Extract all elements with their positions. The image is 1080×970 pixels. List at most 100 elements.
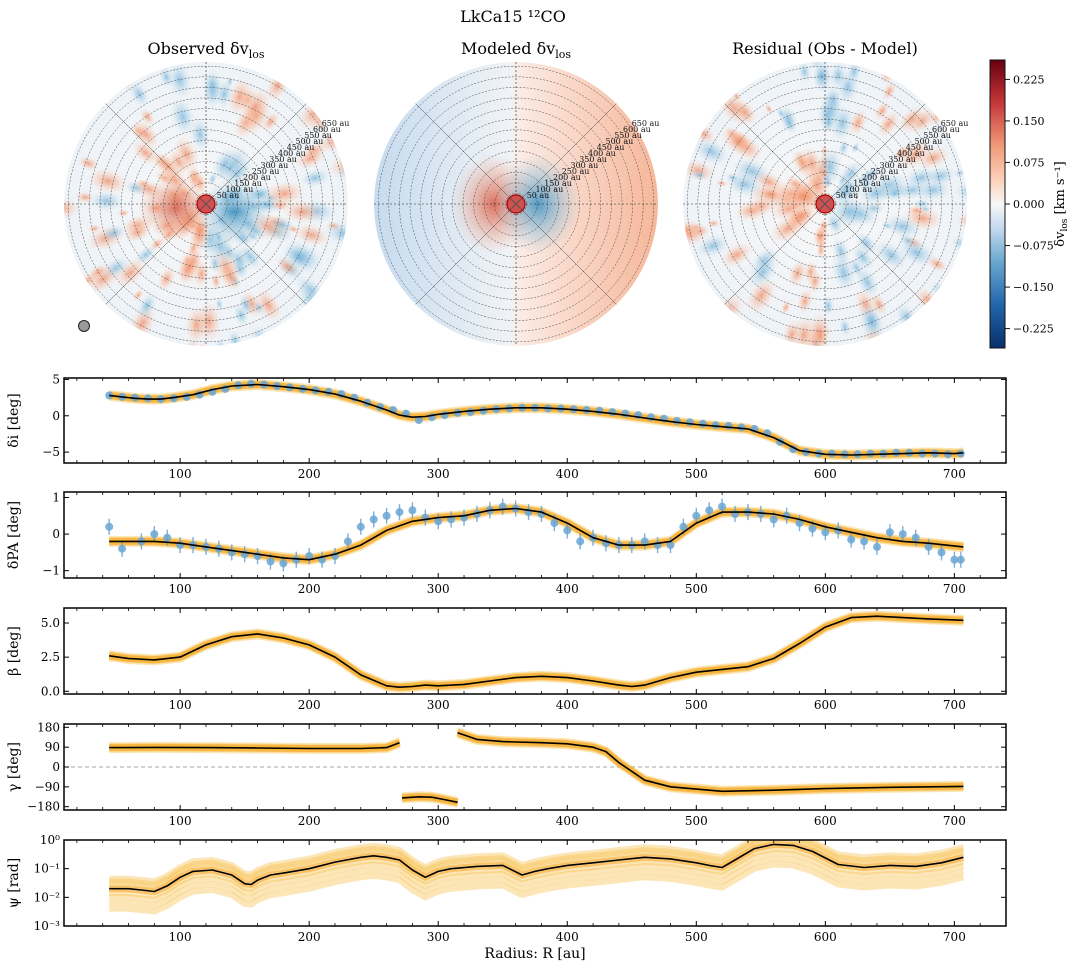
x-tick-label: 300 — [427, 930, 450, 944]
x-tick-label: 500 — [685, 814, 708, 828]
posterior-band — [108, 381, 964, 459]
median-line — [109, 615, 964, 688]
data-point — [408, 506, 417, 515]
panel-frame — [63, 839, 1007, 927]
y-tick-label: 0.0 — [41, 684, 60, 698]
data-point — [118, 544, 127, 553]
data-point — [885, 528, 894, 537]
x-tick-label: 500 — [685, 582, 708, 596]
x-tick-label: 400 — [556, 467, 579, 481]
profile-panel-3: 100 200 300 400 500 600 700 180 90 0 −90 −180 γ [deg… — [6, 720, 1007, 828]
data-point — [847, 535, 856, 544]
posterior-sample — [108, 383, 964, 460]
data-point — [737, 423, 746, 432]
x-tick-label: 100 — [169, 814, 192, 828]
x-tick-label: 200 — [298, 698, 321, 712]
x-tick-label: 600 — [814, 930, 837, 944]
data-point — [731, 510, 739, 518]
x-tick-label: 700 — [943, 698, 966, 712]
y-tick-label: 0 — [52, 760, 60, 774]
data-point — [821, 528, 830, 537]
data-point — [808, 524, 817, 533]
ring-label: 600 au — [623, 125, 651, 134]
x-tick-label: 200 — [298, 814, 321, 828]
data-point — [434, 517, 443, 526]
posterior-sample — [109, 850, 965, 904]
data-point — [479, 406, 488, 415]
ring-label: 200 au — [553, 173, 581, 182]
data-point — [550, 519, 559, 528]
posterior-sample — [108, 380, 964, 456]
median-line — [109, 383, 964, 456]
ring-label: 550 au — [304, 131, 332, 140]
median-line — [109, 843, 964, 893]
posterior-sample — [109, 840, 965, 885]
data-point — [563, 526, 572, 535]
observed-map-title: Observed δvlos — [148, 39, 265, 61]
x-tick-label: 700 — [943, 814, 966, 828]
data-point — [924, 542, 933, 551]
data-point — [343, 537, 352, 546]
data-point — [292, 555, 301, 564]
data-point — [640, 537, 649, 546]
posterior-sample — [109, 845, 965, 899]
ring-label: 350 au — [269, 155, 297, 164]
ring-label: 50 au — [217, 191, 240, 200]
x-tick-label: 300 — [427, 814, 450, 828]
y-tick-label: 10⁻² — [34, 890, 61, 904]
data-point — [795, 519, 804, 528]
ring-label: 250 au — [562, 167, 590, 176]
ring-label: 100 au — [845, 185, 873, 194]
data-point — [279, 559, 288, 568]
x-tick-label: 600 — [814, 698, 837, 712]
x-tick-label: 300 — [427, 582, 450, 596]
data-point — [163, 533, 172, 542]
ring-label: 450 au — [597, 143, 625, 152]
ring-label: 450 au — [906, 143, 934, 152]
ring-label: 150 au — [853, 179, 881, 188]
median-line — [402, 796, 458, 804]
y-tick-label: 1 — [52, 490, 60, 504]
posterior-sample — [109, 509, 964, 566]
ring-label: 250 au — [871, 167, 899, 176]
data-point — [911, 533, 920, 542]
panel-frame — [63, 607, 1007, 695]
data-point — [266, 557, 275, 566]
ring-label: 650 au — [941, 119, 969, 128]
colorbar-tick-label: 0.225 — [1013, 73, 1045, 86]
y-axis-label: δPA [deg] — [6, 501, 22, 569]
y-tick-label: 10⁻³ — [34, 919, 61, 933]
x-tick-label: 300 — [427, 467, 450, 481]
y-tick-label: −90 — [35, 780, 60, 794]
posterior-sample — [108, 379, 964, 455]
data-point — [769, 515, 778, 524]
x-tick-label: 600 — [814, 582, 837, 596]
data-point — [369, 515, 378, 524]
ring-line — [708, 87, 942, 321]
x-tick-label: 700 — [943, 930, 966, 944]
ring-line — [120, 118, 292, 290]
x-tick-label: 700 — [943, 467, 966, 481]
y-axis-label: δi [deg] — [6, 393, 22, 448]
data-point — [685, 418, 694, 427]
data-point — [724, 421, 733, 430]
x-axis-label: Radius: R [au] — [484, 946, 585, 962]
posterior-sample — [108, 385, 964, 461]
ring-label: 600 au — [313, 125, 341, 134]
y-axis-label: β [deg] — [6, 626, 22, 676]
data-point — [860, 537, 869, 546]
data-point — [711, 421, 720, 430]
posterior-sample — [109, 861, 965, 915]
y-tick-label: 5 — [52, 372, 60, 386]
ring-label: 500 au — [606, 137, 634, 146]
data-point — [150, 530, 159, 539]
ring-label: 550 au — [614, 131, 642, 140]
data-point — [672, 416, 681, 425]
colorbar-tick-label: −0.225 — [1013, 323, 1054, 336]
ring-label: 300 au — [880, 161, 908, 170]
ring-label: 150 au — [234, 179, 262, 188]
ring-label: 600 au — [932, 125, 960, 134]
residual-map-title: Residual (Obs - Model) — [732, 39, 918, 58]
